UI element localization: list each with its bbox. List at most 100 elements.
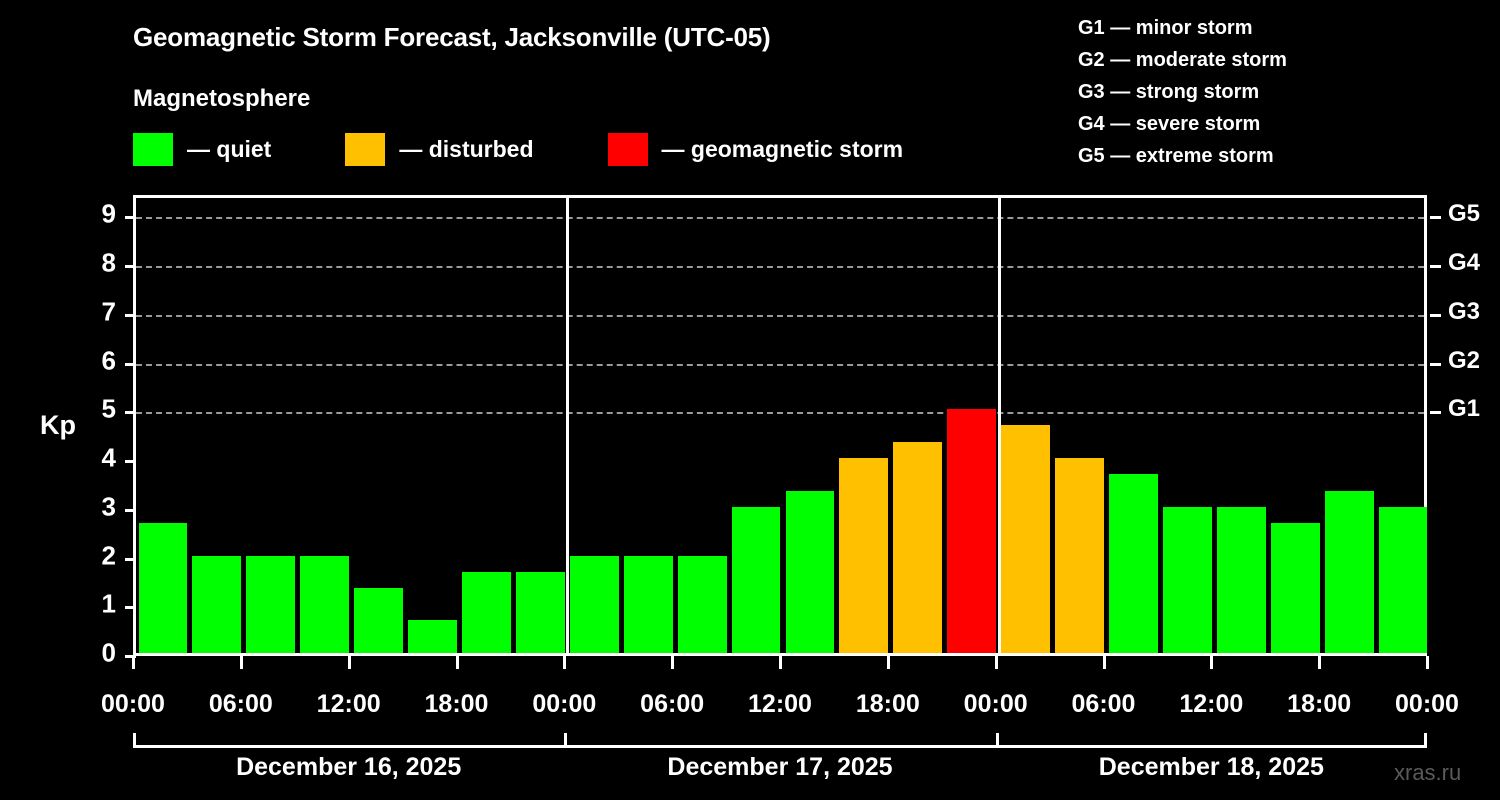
y-tick-3 <box>125 508 136 512</box>
x-tick-9 <box>1102 656 1106 669</box>
x-axis-label-8: 00:00 <box>963 690 1028 718</box>
gridline-kp-8 <box>136 266 1424 269</box>
x-tick-1 <box>239 656 243 669</box>
legend-item-disturbed: — disturbed <box>345 133 534 166</box>
g-scale-row-g5: G5 — extreme storm <box>1078 145 1274 167</box>
x-tick-12 <box>1426 656 1429 669</box>
legend-label-disturbed: — disturbed <box>399 136 534 162</box>
y-tick-7 <box>125 313 136 317</box>
legend-label-storm: — geomagnetic storm <box>661 136 904 162</box>
y-axis-label-1: 1 <box>101 588 116 619</box>
x-axis-label-3: 18:00 <box>424 690 489 718</box>
page-title: Geomagnetic Storm Forecast, Jacksonville… <box>133 22 771 52</box>
bar-13[interactable] <box>839 458 889 653</box>
y-axis-label-9: 9 <box>101 198 116 229</box>
y-axis-label-8: 8 <box>101 247 116 278</box>
bar-8[interactable] <box>569 555 619 653</box>
x-axis-label-5: 06:00 <box>640 690 705 718</box>
bar-14[interactable] <box>893 442 943 653</box>
g-axis-label-g5: G5 <box>1448 200 1481 228</box>
bar-17[interactable] <box>1055 458 1104 653</box>
bar-21[interactable] <box>1270 522 1320 653</box>
date-label-3: December 18, 2025 <box>1098 753 1324 781</box>
g-tick-g3 <box>1430 313 1441 317</box>
bar-5[interactable] <box>408 620 457 653</box>
legend-label-quiet: — quiet <box>187 136 272 162</box>
y-axis-label-7: 7 <box>101 296 116 327</box>
legend-swatch-disturbed <box>345 133 386 166</box>
y-tick-5 <box>125 411 136 415</box>
bar-3[interactable] <box>300 555 350 653</box>
y-axis-label-4: 4 <box>101 442 116 473</box>
bar-6[interactable] <box>462 571 511 653</box>
g-tick-g1 <box>1430 411 1441 415</box>
x-tick-8 <box>994 656 998 669</box>
date-tick-2 <box>995 733 999 748</box>
g-scale-row-g4: G4 — severe storm <box>1078 113 1261 135</box>
bar-11[interactable] <box>731 506 781 653</box>
bar-19[interactable] <box>1162 506 1212 653</box>
bar-23[interactable] <box>1378 506 1428 653</box>
g-tick-g5 <box>1430 216 1441 220</box>
x-axis-label-6: 12:00 <box>748 690 812 718</box>
y-tick-4 <box>125 460 136 464</box>
bar-2[interactable] <box>246 555 296 653</box>
x-axis-label-10: 12:00 <box>1179 690 1244 718</box>
x-axis-label-2: 12:00 <box>316 690 381 718</box>
bar-10[interactable] <box>677 555 727 653</box>
bar-12[interactable] <box>785 490 835 653</box>
y-tick-8 <box>125 265 136 269</box>
y-tick-6 <box>125 362 136 366</box>
legend-swatch-storm <box>607 133 648 166</box>
legend-item-quiet: — quiet <box>133 133 271 166</box>
g-axis-label-g3: G3 <box>1448 297 1481 325</box>
date-label-2: December 17, 2025 <box>667 753 893 781</box>
x-tick-5 <box>671 656 675 669</box>
date-tick-0 <box>133 733 136 748</box>
y-tick-2 <box>125 557 136 561</box>
x-axis-label-12: 00:00 <box>1395 690 1459 718</box>
x-axis-label-9: 06:00 <box>1071 690 1136 718</box>
x-tick-2 <box>347 656 351 669</box>
g-tick-g2 <box>1430 362 1441 366</box>
plot-area <box>125 195 1441 658</box>
y-axis-title: Kp <box>40 410 76 440</box>
bar-1[interactable] <box>192 555 242 653</box>
bar-0[interactable] <box>138 522 188 653</box>
x-axis-label-0: 00:00 <box>101 690 165 718</box>
legend-swatch-quiet <box>133 133 173 166</box>
day-separator-2 <box>997 198 1001 656</box>
bar-18[interactable] <box>1109 474 1158 653</box>
date-tick-3 <box>1424 733 1427 748</box>
g-scale-row-g2: G2 — moderate storm <box>1078 49 1287 71</box>
date-label-1: December 16, 2025 <box>236 753 462 781</box>
bar-15[interactable] <box>947 409 997 653</box>
x-axis-label-7: 18:00 <box>855 690 920 718</box>
date-axis-line <box>133 745 1427 748</box>
x-tick-6 <box>779 656 782 669</box>
bar-20[interactable] <box>1216 506 1266 653</box>
y-tick-9 <box>125 216 136 220</box>
y-axis-label-5: 5 <box>101 393 116 424</box>
bar-7[interactable] <box>515 571 565 653</box>
y-tick-0 <box>125 655 136 658</box>
bar-4[interactable] <box>354 588 404 653</box>
g-tick-g4 <box>1430 265 1441 269</box>
y-axis-label-3: 3 <box>101 491 116 522</box>
gridline-kp-6 <box>136 363 1424 366</box>
bar-16[interactable] <box>1001 425 1051 653</box>
date-tick-1 <box>564 733 568 748</box>
x-tick-10 <box>1210 656 1214 669</box>
x-tick-0 <box>132 656 135 669</box>
bar-series <box>136 195 1428 653</box>
y-axis-label-0: 0 <box>101 637 116 668</box>
g-axis-label-g4: G4 <box>1448 249 1481 277</box>
x-tick-3 <box>455 656 459 669</box>
gridline-kp-9 <box>136 217 1424 220</box>
magnetosphere-heading: Magnetosphere <box>133 85 311 112</box>
bar-9[interactable] <box>623 555 673 653</box>
x-tick-4 <box>563 656 567 669</box>
x-axis-label-1: 06:00 <box>208 690 273 718</box>
bar-22[interactable] <box>1324 490 1374 653</box>
x-tick-11 <box>1318 656 1322 669</box>
